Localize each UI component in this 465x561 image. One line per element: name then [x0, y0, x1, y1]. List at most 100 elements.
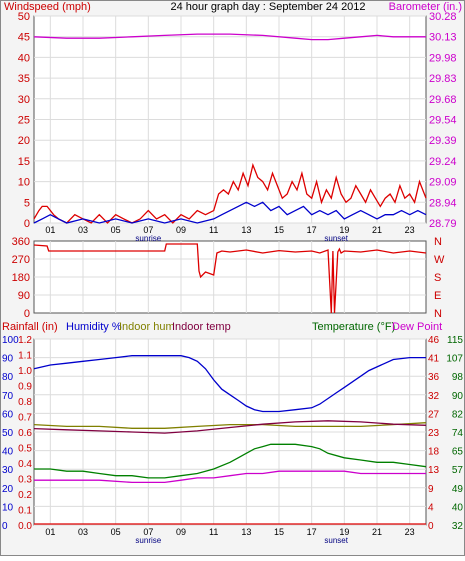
rain-y-tick: 0.3 — [18, 475, 32, 486]
x-tick-label: 09 — [176, 225, 186, 235]
humidity-y-tick: 70 — [2, 391, 14, 402]
wind-y-tick: 50 — [18, 11, 30, 23]
rain-y-tick: 1.2 — [18, 335, 32, 346]
sunset-label: sunset — [324, 234, 348, 243]
indoor-temp-legend: Indoor temp — [172, 321, 231, 333]
humidity-y-tick: 100 — [2, 335, 19, 346]
direction-y-tick: 0 — [24, 308, 30, 320]
direction-y-tick: 270 — [12, 254, 30, 266]
dewpoint-c-tick: 46 — [428, 335, 440, 346]
dewpoint-c-tick: 41 — [428, 354, 440, 365]
wind-y-tick: 25 — [18, 115, 30, 127]
rainfall-axis-title: Rainfall (in) — [2, 321, 58, 333]
barometer-y-tick: 29.54 — [429, 115, 457, 127]
wind-y-tick: 5 — [24, 197, 30, 209]
rain-y-tick: 0.2 — [18, 490, 32, 501]
temperature-f-tick: 49 — [452, 484, 464, 495]
wind-y-tick: 35 — [18, 73, 30, 85]
barometer-y-tick: 29.68 — [429, 94, 457, 106]
temperature-f-tick: 98 — [452, 372, 464, 383]
x-tick-label: 05 — [111, 527, 121, 537]
graph-title: 24 hour graph day : September 24 2012 — [170, 1, 365, 13]
dew-point-legend: Dew Point — [392, 321, 442, 333]
direction-y-tick: 180 — [12, 272, 30, 284]
x-tick-label: 13 — [241, 225, 251, 235]
compass-tick: N — [434, 236, 442, 248]
humidity-y-tick: 60 — [2, 409, 14, 420]
x-tick-label: 23 — [405, 527, 415, 537]
series-line-indoor-hum — [33, 422, 427, 429]
dewpoint-c-tick: 27 — [428, 409, 440, 420]
barometer-y-tick: 29.24 — [429, 156, 457, 168]
wind-y-tick: 0 — [24, 218, 30, 230]
humidity-y-tick: 80 — [2, 372, 14, 383]
rain-y-tick: 0.0 — [18, 521, 32, 532]
dewpoint-c-tick: 23 — [428, 428, 440, 439]
humidity-legend: Humidity % — [66, 321, 122, 333]
windspeed-axis-title: Windspeed (mph) — [4, 1, 91, 13]
temperature-f-tick: 74 — [452, 428, 464, 439]
temperature-f-tick: 115 — [447, 335, 463, 346]
humidity-y-tick: 10 — [2, 502, 14, 513]
barometer-y-tick: 29.98 — [429, 52, 457, 64]
rain-y-tick: 0.8 — [18, 397, 32, 408]
barometer-axis-title: Barometer (in.) — [389, 1, 462, 13]
x-tick-label: 09 — [176, 527, 186, 537]
rain-y-tick: 1.1 — [18, 351, 32, 362]
rain-y-tick: 0.7 — [18, 413, 32, 424]
temperature-f-tick: 90 — [452, 391, 464, 402]
temperature-f-tick: 107 — [446, 354, 463, 365]
x-tick-label: 23 — [405, 225, 415, 235]
compass-tick: N — [434, 308, 442, 320]
x-tick-label: 19 — [339, 225, 349, 235]
temperature-legend: Temperature (°F) — [312, 321, 395, 333]
x-tick-label: 13 — [241, 527, 251, 537]
x-tick-label: 11 — [209, 225, 218, 235]
dewpoint-c-tick: 0 — [428, 521, 434, 532]
humidity-y-tick: 0 — [2, 521, 8, 532]
compass-tick: S — [434, 272, 441, 284]
series-line-wind-avg — [33, 201, 427, 224]
x-tick-label: 07 — [143, 225, 153, 235]
x-tick-label: 07 — [143, 527, 153, 537]
wind-y-tick: 20 — [18, 135, 30, 147]
x-tick-label: 15 — [274, 225, 284, 235]
indoor-hum-legend: Indoor hum — [119, 321, 175, 333]
x-tick-label: 01 — [45, 225, 55, 235]
x-tick-label: 11 — [209, 527, 218, 537]
x-tick-label: 03 — [78, 527, 88, 537]
x-tick-label: 17 — [307, 527, 317, 537]
direction-y-tick: 360 — [12, 236, 30, 248]
temperature-f-tick: 32 — [452, 521, 464, 532]
barometer-y-tick: 29.83 — [429, 73, 457, 85]
dewpoint-c-tick: 36 — [428, 372, 440, 383]
dewpoint-c-tick: 4 — [428, 502, 434, 513]
sunset-label: sunset — [324, 536, 348, 545]
rain-y-tick: 0.1 — [18, 506, 32, 517]
dewpoint-c-tick: 13 — [428, 465, 440, 476]
rain-y-tick: 0.9 — [18, 382, 32, 393]
compass-tick: E — [434, 290, 441, 302]
barometer-y-tick: 29.09 — [429, 177, 457, 189]
wind-y-tick: 40 — [18, 52, 30, 64]
wind-y-tick: 30 — [18, 94, 30, 106]
wind-y-tick: 45 — [18, 32, 30, 44]
rain-y-tick: 0.5 — [18, 444, 32, 455]
temperature-f-tick: 82 — [452, 409, 464, 420]
series-line-wind-direction — [33, 243, 427, 314]
series-line-windspeed-mph- — [33, 162, 427, 224]
temperature-f-tick: 40 — [452, 502, 464, 513]
wind-y-tick: 10 — [18, 177, 30, 189]
rain-y-tick: 0.4 — [18, 459, 32, 470]
humidity-y-tick: 40 — [2, 447, 14, 458]
rain-y-tick: 1.0 — [18, 366, 32, 377]
x-tick-label: 15 — [274, 527, 284, 537]
temperature-f-tick: 65 — [452, 447, 464, 458]
series-line-humidity- — [33, 355, 426, 413]
sunrise-label: sunrise — [135, 234, 161, 243]
x-tick-label: 03 — [78, 225, 88, 235]
temperature-f-tick: 57 — [452, 465, 464, 476]
x-tick-label: 19 — [339, 527, 349, 537]
x-tick-label: 17 — [307, 225, 317, 235]
barometer-y-tick: 28.94 — [429, 197, 457, 209]
